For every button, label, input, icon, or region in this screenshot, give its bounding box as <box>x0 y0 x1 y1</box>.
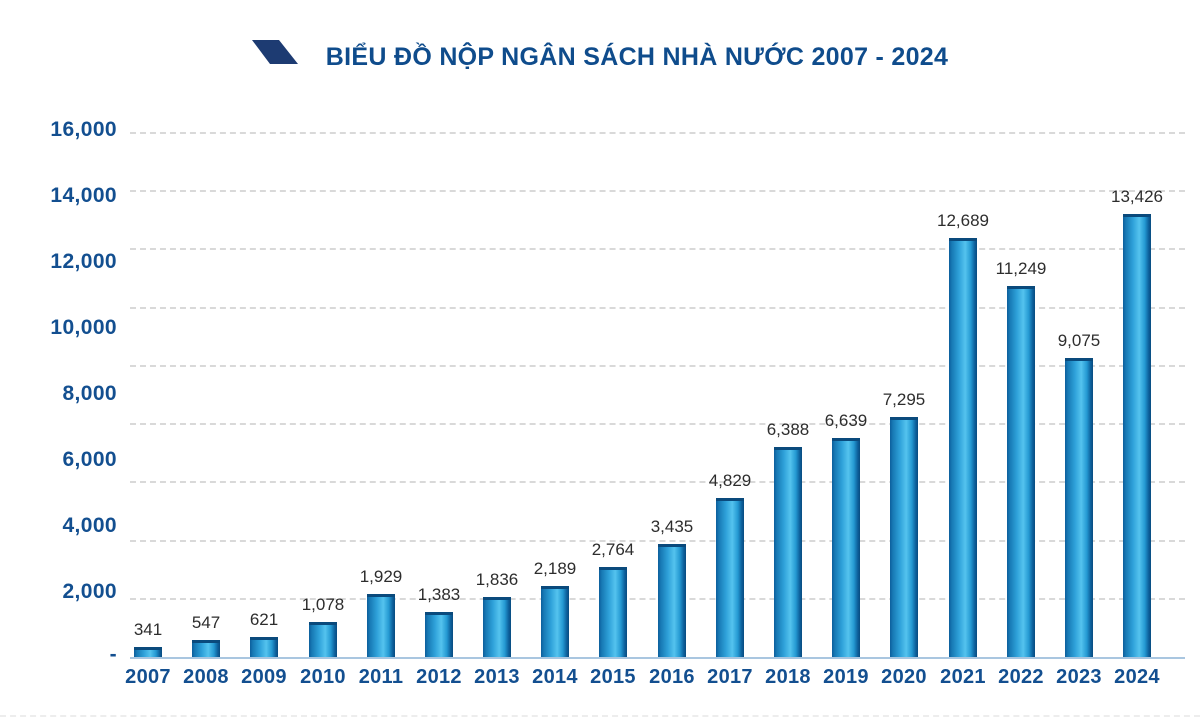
bar-2016 <box>658 544 686 658</box>
gridline <box>130 540 1185 542</box>
y-axis-tick-label: 16,000 <box>50 118 117 141</box>
bottom-faint-gridline <box>0 715 1200 717</box>
bar-value-label: 11,249 <box>995 259 1047 278</box>
bar-value-label: 7,295 <box>882 390 926 409</box>
x-axis-label-2023: 2023 <box>1056 666 1102 688</box>
x-axis-label-2015: 2015 <box>590 666 636 688</box>
bar-value-label: 6,639 <box>824 411 868 430</box>
bar-2014 <box>541 586 569 658</box>
bar-value-label: 1,078 <box>301 595 345 614</box>
gridline <box>130 598 1185 600</box>
bar-2010 <box>309 622 337 658</box>
bar-value-label: 2,764 <box>591 540 635 559</box>
x-axis-label-2012: 2012 <box>416 666 462 688</box>
bar-value-label: 6,388 <box>766 420 810 439</box>
x-axis-label-2019: 2019 <box>823 666 869 688</box>
chart-header: BIỂU ĐỒ NỘP NGÂN SÁCH NHÀ NƯỚC 2007 - 20… <box>0 40 1200 74</box>
bar-value-label: 2,189 <box>533 559 577 578</box>
chart-title: BIỂU ĐỒ NỘP NGÂN SÁCH NHÀ NƯỚC 2007 - 20… <box>325 42 949 71</box>
x-axis-label-2024: 2024 <box>1114 666 1160 688</box>
gridline <box>130 248 1185 250</box>
x-axis-label-2013: 2013 <box>474 666 520 688</box>
gridline <box>130 365 1185 367</box>
x-axis-label-2010: 2010 <box>300 666 346 688</box>
bar-value-label: 12,689 <box>937 211 989 230</box>
x-axis-label-2014: 2014 <box>532 666 578 688</box>
bar-2023 <box>1065 358 1093 658</box>
bar-value-label: 621 <box>249 610 279 629</box>
gridline <box>130 481 1185 483</box>
x-axis-label-2018: 2018 <box>765 666 811 688</box>
bar-2020 <box>890 417 918 658</box>
gridline <box>130 307 1185 309</box>
y-axis-tick-label: 10,000 <box>50 316 117 339</box>
bar-2017 <box>716 498 744 658</box>
y-axis-tick-label: 8,000 <box>62 382 117 405</box>
gridline <box>130 423 1185 425</box>
x-axis-label-2007: 2007 <box>125 666 171 688</box>
bar-2019 <box>832 438 860 658</box>
bar-2015 <box>599 567 627 658</box>
bar-value-label: 4,829 <box>708 471 752 490</box>
bar-2024 <box>1123 214 1151 658</box>
x-axis-label-2016: 2016 <box>649 666 695 688</box>
bar-value-label: 1,836 <box>475 570 519 589</box>
bar-2007 <box>134 647 162 658</box>
x-axis-label-2009: 2009 <box>241 666 287 688</box>
y-axis-tick-label: - <box>109 643 117 666</box>
y-axis-tick-label: 2,000 <box>62 580 117 603</box>
bar-2022 <box>1007 286 1035 658</box>
x-axis-label-2017: 2017 <box>707 666 753 688</box>
x-axis-label-2020: 2020 <box>881 666 927 688</box>
x-axis-label-2021: 2021 <box>940 666 986 688</box>
bar-2008 <box>192 640 220 658</box>
bar-value-label: 1,383 <box>417 585 461 604</box>
bar-2021 <box>949 238 977 658</box>
bar-2018 <box>774 447 802 658</box>
gridline <box>130 132 1185 134</box>
bar-2012 <box>425 612 453 658</box>
bar-2009 <box>250 637 278 658</box>
bar-value-label: 13,426 <box>1111 187 1163 206</box>
bar-2011 <box>367 594 395 658</box>
x-axis-label-2008: 2008 <box>183 666 229 688</box>
bar-value-label: 547 <box>191 613 221 632</box>
x-axis-label-2022: 2022 <box>998 666 1044 688</box>
gridline <box>130 190 1185 192</box>
company-logo-icon <box>251 40 298 64</box>
bar-value-label: 341 <box>133 620 163 639</box>
x-axis-line <box>130 657 1185 659</box>
bar-value-label: 3,435 <box>650 517 694 536</box>
y-axis-tick-label: 6,000 <box>62 448 117 471</box>
y-axis-tick-label: 4,000 <box>62 514 117 537</box>
bar-2013 <box>483 597 511 658</box>
bar-value-label: 9,075 <box>1057 331 1101 350</box>
y-axis-tick-label: 14,000 <box>50 184 117 207</box>
y-axis-tick-label: 12,000 <box>50 250 117 273</box>
bar-value-label: 1,929 <box>359 567 403 586</box>
x-axis-label-2011: 2011 <box>358 666 404 688</box>
